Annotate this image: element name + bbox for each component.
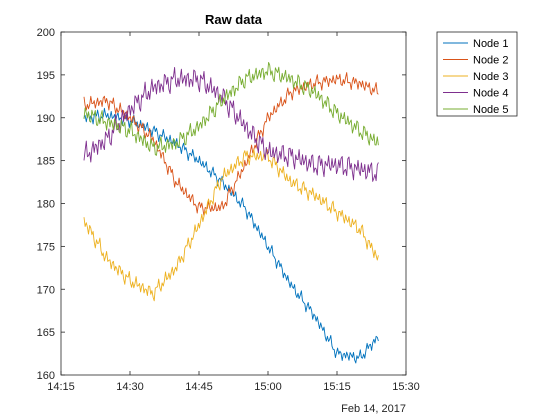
x-tick-label: 15:30 <box>392 381 420 393</box>
legend-box <box>436 31 518 117</box>
x-tick-label: 14:45 <box>185 381 213 393</box>
series-layer <box>83 61 379 364</box>
legend-label: Node 2 <box>473 55 508 67</box>
x-tick-label: 15:00 <box>254 381 282 393</box>
x-axis: 14:15 14:30 14:45 15:00 15:15 15:30 <box>47 32 420 393</box>
y-tick-label: 190 <box>37 113 55 125</box>
y-tick-label: 175 <box>37 241 55 253</box>
legend-label: Node 3 <box>473 71 508 83</box>
y-tick-label: 180 <box>37 199 55 211</box>
y-tick-label: 160 <box>37 370 55 382</box>
x-tick-label: 15:15 <box>323 381 351 393</box>
legend-label: Node 1 <box>473 38 508 50</box>
x-axis-date-label: Feb 14, 2017 <box>341 403 406 415</box>
y-tick-label: 170 <box>37 284 55 296</box>
series-line-node-1 <box>83 107 379 364</box>
legend-label: Node 4 <box>473 88 508 100</box>
y-tick-label: 195 <box>37 70 55 82</box>
y-tick-label: 185 <box>37 156 55 168</box>
y-tick-label: 200 <box>37 27 55 39</box>
chart-title: Raw data <box>205 12 263 27</box>
y-axis: 160 165 170 175 180 185 190 195 200 <box>37 27 406 382</box>
legend: Node 1 Node 2 Node 3 Node 4 Node 5 <box>436 31 518 117</box>
series-line-node-4 <box>83 66 379 182</box>
y-tick-label: 165 <box>37 327 55 339</box>
series-line-node-2 <box>83 72 379 217</box>
x-tick-label: 14:30 <box>116 381 144 393</box>
series-line-node-5 <box>83 61 379 156</box>
x-tick-label: 14:15 <box>47 381 75 393</box>
legend-label: Node 5 <box>473 104 508 116</box>
series-line-node-3 <box>83 148 379 302</box>
